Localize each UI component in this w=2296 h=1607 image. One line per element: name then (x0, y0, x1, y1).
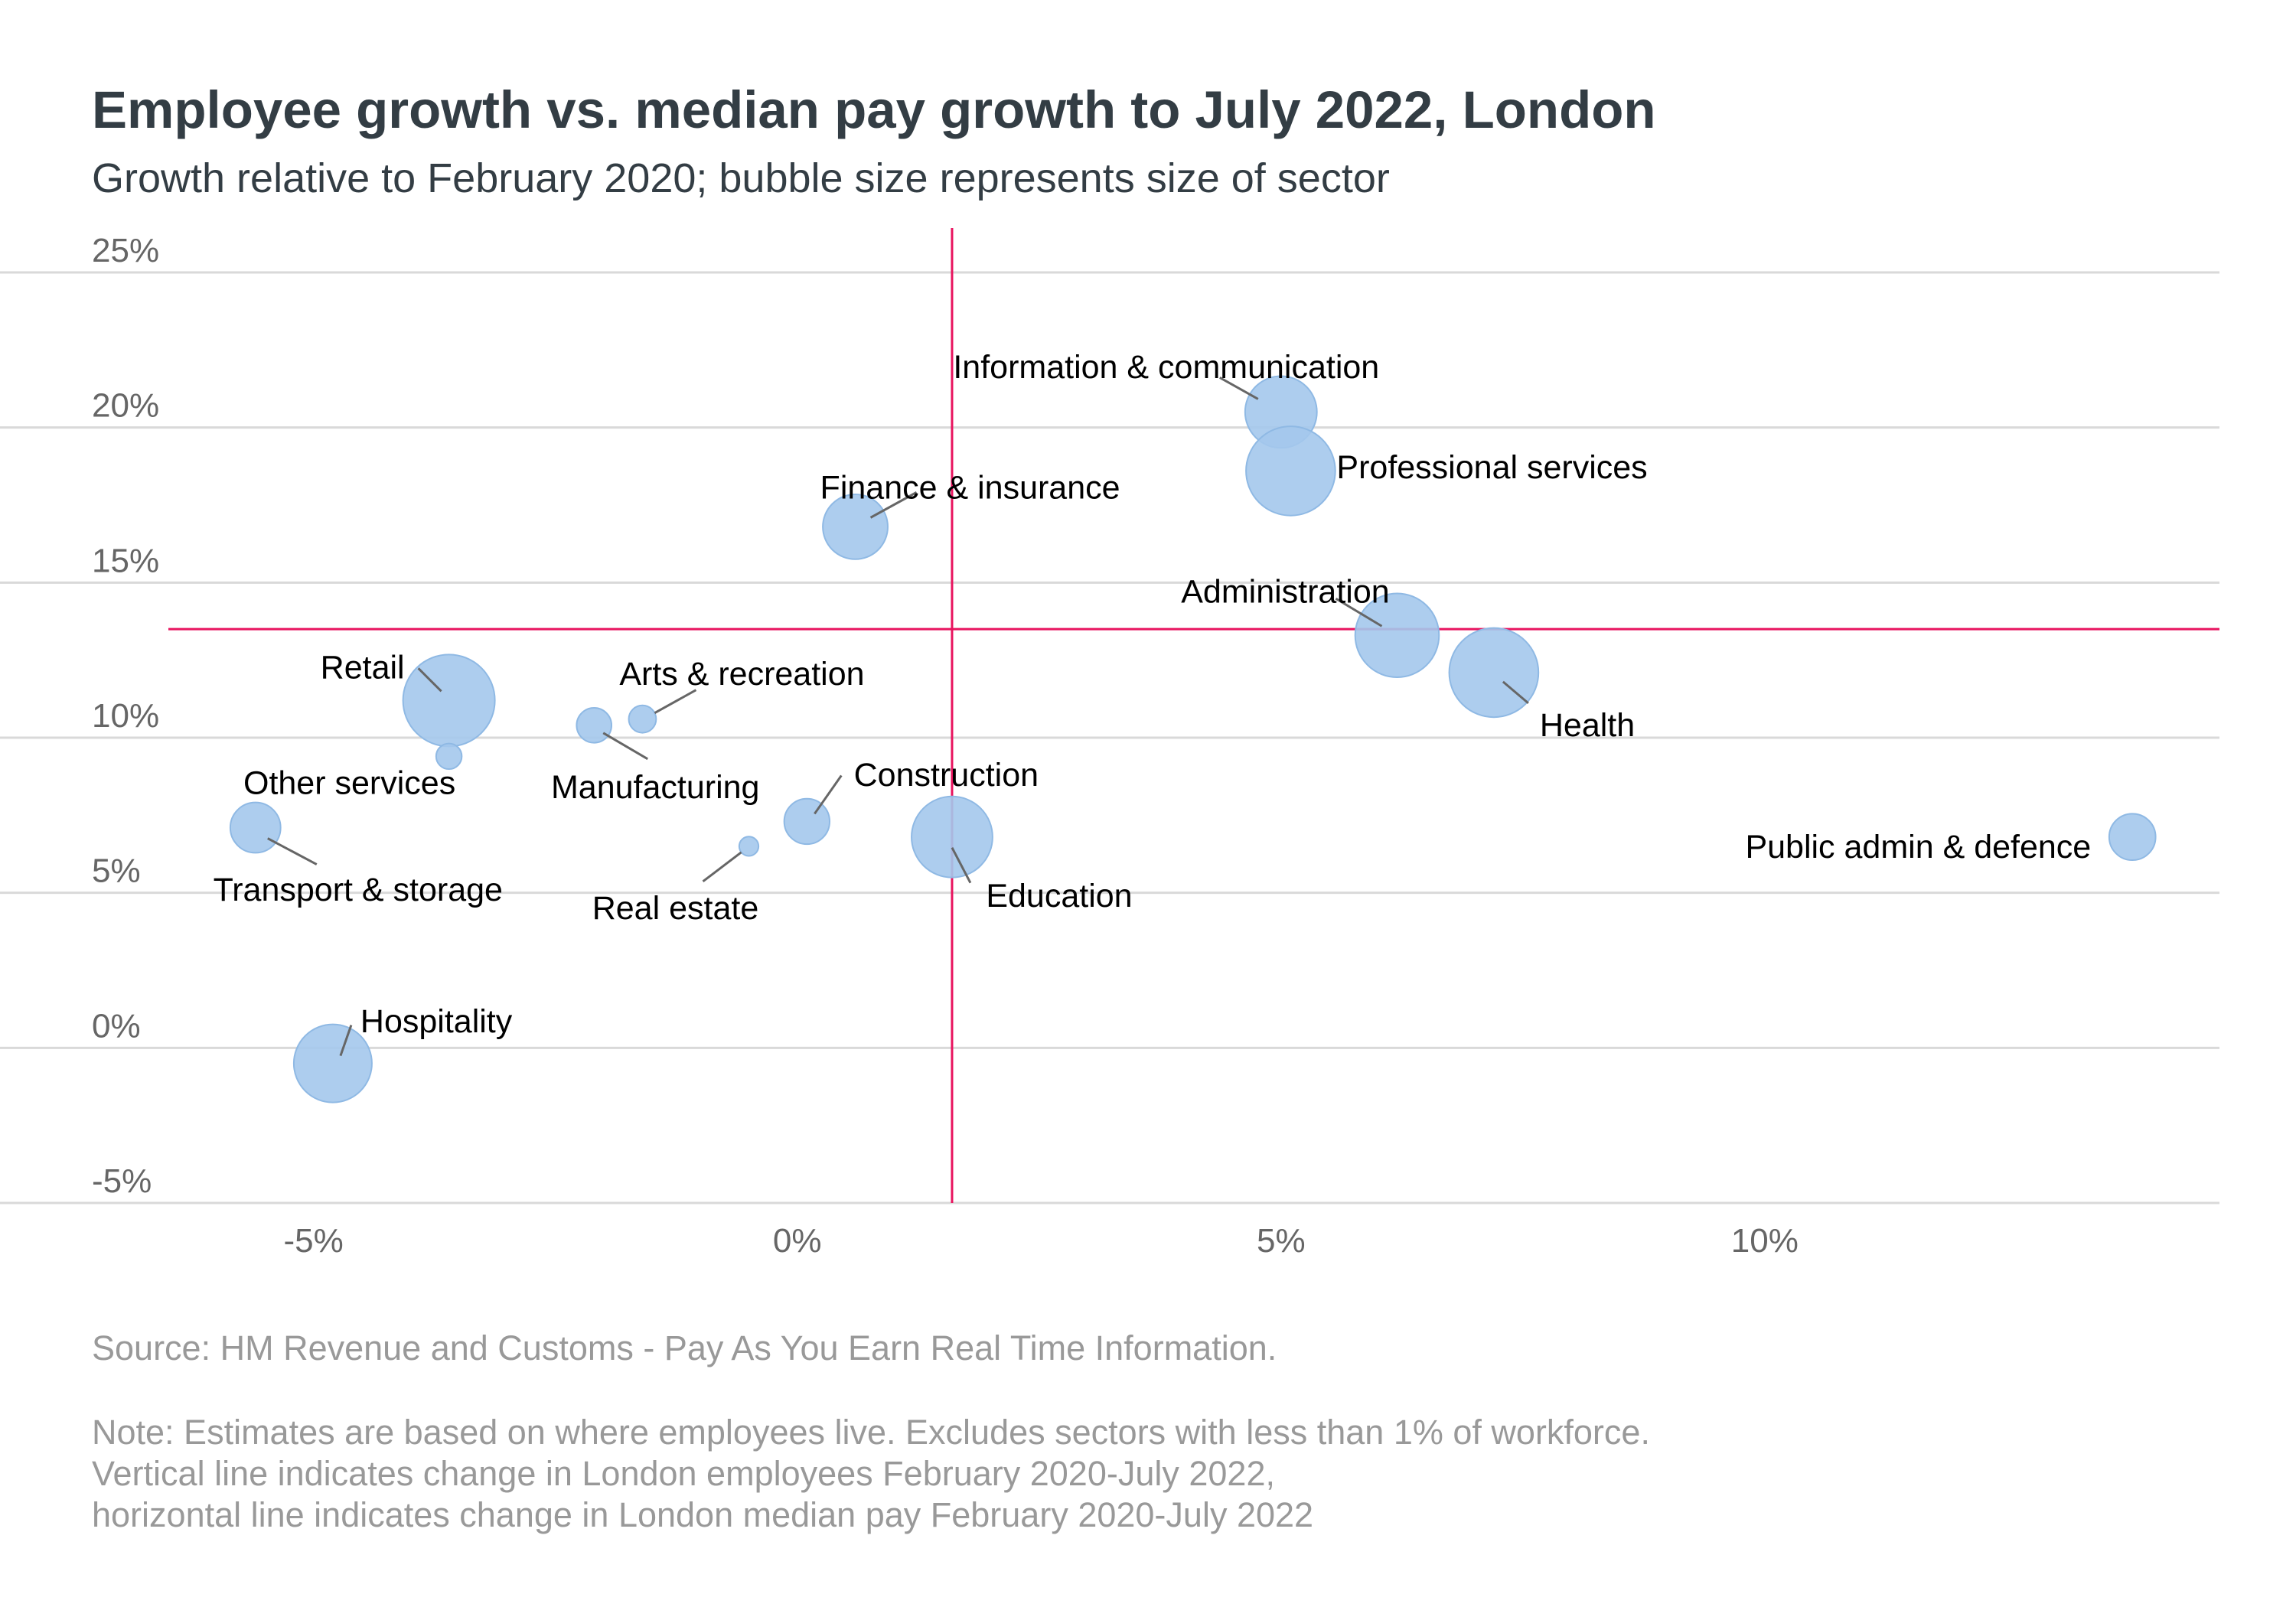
point-label: Construction (854, 757, 1039, 794)
x-tick-label: 5% (1257, 1222, 1306, 1260)
point-label: Public admin & defence (1745, 829, 2091, 865)
point-label: Education (986, 878, 1132, 914)
point-label: Retail (321, 650, 405, 686)
bubble-chart: Information & communication Professional … (0, 228, 2219, 1260)
point-label: Other services (243, 765, 455, 802)
label-leader (417, 667, 442, 693)
label-leader (654, 689, 697, 714)
point-label: Finance & insurance (820, 470, 1120, 507)
label-leader (869, 491, 918, 519)
bubble (628, 704, 657, 734)
label-leader (1335, 597, 1383, 627)
point-label: Professional services (1336, 449, 1647, 486)
label-leader (1502, 680, 1529, 705)
note-line-1: Note: Estimates are based on where emplo… (92, 1413, 1650, 1452)
label-leader (814, 774, 843, 815)
point-label: Transport & storage (214, 872, 503, 908)
bubble (911, 795, 993, 878)
point-label: Real estate (592, 890, 759, 927)
note-line-2: Vertical line indicates change in London… (92, 1454, 1275, 1493)
source-note: Source: HM Revenue and Customs - Pay As … (92, 1328, 1277, 1367)
point-labels: Information & communication Professional … (214, 349, 2092, 1040)
chart-title: Employee growth vs. median pay growth to… (92, 80, 1656, 139)
point-label: Health (1540, 707, 1635, 744)
chart-subtitle: Growth relative to February 2020; bubble… (92, 155, 1390, 201)
bubble (292, 1023, 373, 1103)
y-tick-label: 25% (92, 232, 159, 269)
x-tick-label: 10% (1731, 1222, 1799, 1260)
y-tick-label: -5% (92, 1162, 152, 1200)
y-tick-label: 5% (92, 852, 141, 890)
bubble (229, 801, 282, 854)
x-tick-label: 0% (773, 1222, 822, 1260)
label-leader (1219, 376, 1259, 400)
axis-ticks: -5% 0% 5% 10% 15% 20% 25% -5% 0% 5% 10% (92, 232, 1799, 1260)
point-label: Administration (1181, 574, 1389, 611)
point-label: Manufacturing (551, 769, 760, 806)
bubble (1354, 592, 1440, 679)
note-line-3: horizontal line indicates change in Lond… (92, 1495, 1314, 1534)
point-label: Hospitality (360, 1003, 513, 1040)
bubble (435, 742, 463, 771)
y-tick-label: 15% (92, 542, 159, 579)
gridlines (0, 271, 2219, 1204)
label-leaders (267, 376, 1529, 1057)
bubbles (229, 375, 2157, 1103)
y-tick-label: 0% (92, 1007, 141, 1045)
y-tick-label: 20% (92, 387, 159, 425)
label-leader (267, 837, 318, 865)
label-leader (951, 847, 972, 884)
bubble (2108, 813, 2157, 862)
label-leader (339, 1025, 353, 1057)
bubble (783, 797, 831, 846)
bubble (576, 706, 613, 744)
bubble (822, 493, 889, 560)
bubble (402, 654, 496, 748)
bubble (738, 836, 760, 857)
point-label: Arts & recreation (619, 656, 864, 693)
bubble (1245, 425, 1336, 517)
y-tick-label: 10% (92, 697, 159, 735)
point-label: Information & communication (953, 349, 1379, 386)
label-leader (702, 851, 742, 883)
label-leader (602, 732, 648, 761)
bubble (1448, 627, 1540, 719)
reference-lines (168, 228, 2219, 1203)
x-tick-label: -5% (283, 1222, 343, 1260)
